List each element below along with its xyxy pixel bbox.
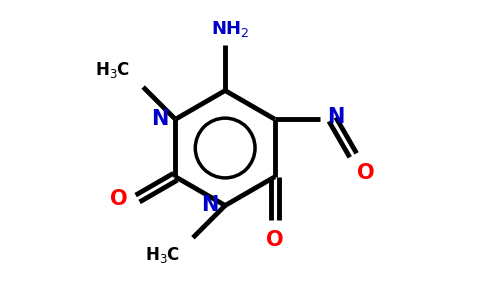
Text: N: N — [201, 196, 218, 215]
Text: N: N — [151, 109, 168, 129]
Text: H$_3$C: H$_3$C — [145, 244, 180, 265]
Text: O: O — [266, 230, 284, 250]
Text: O: O — [357, 163, 375, 183]
Text: H$_3$C: H$_3$C — [95, 60, 130, 80]
Text: N: N — [328, 107, 345, 127]
Text: O: O — [110, 188, 128, 208]
Text: NH$_2$: NH$_2$ — [211, 19, 249, 39]
